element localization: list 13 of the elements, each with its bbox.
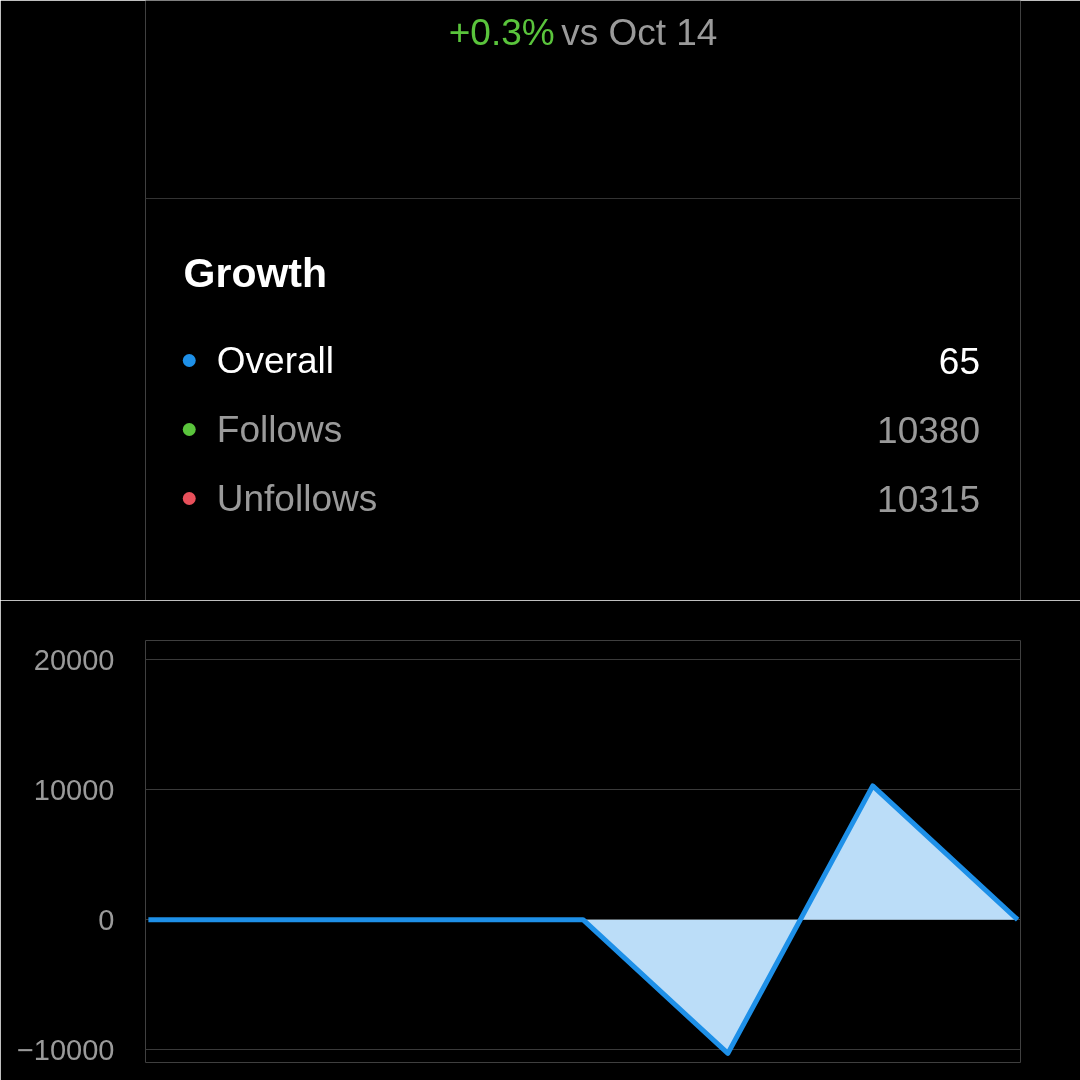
- legend-label: Overall: [216, 340, 334, 381]
- text: vs Oct 14: [561, 12, 718, 53]
- text: 65: [938, 340, 980, 382]
- text: 10380: [877, 409, 980, 451]
- y-tick-label: 0: [98, 903, 115, 936]
- y-tick-label: −10000: [16, 1033, 115, 1066]
- legend-label: Unfollows: [216, 478, 378, 519]
- text: 10315: [877, 478, 980, 520]
- y-tick-label: 20000: [33, 643, 115, 676]
- y-tick-label: 10000: [33, 773, 115, 806]
- chart-title: Growth: [183, 249, 328, 296]
- text: +0.3%: [448, 12, 555, 53]
- legend-label: Follows: [216, 409, 343, 450]
